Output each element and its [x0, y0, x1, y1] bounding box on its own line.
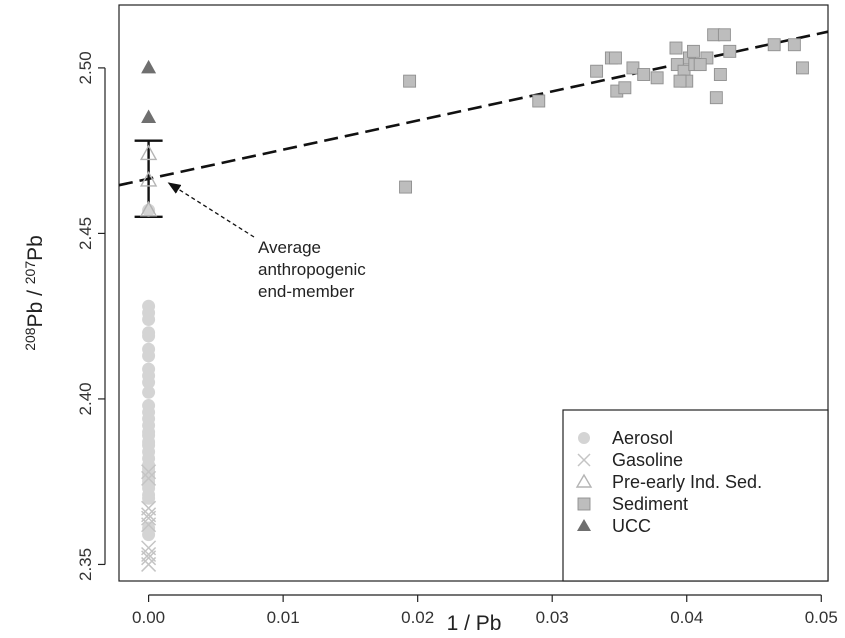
x-tick-label: 0.03 — [536, 608, 569, 627]
annotation-group: Average anthropogenic end-member — [167, 182, 366, 301]
aerosol-point — [142, 491, 156, 505]
gasoline-point — [141, 510, 157, 526]
gasoline-point — [141, 556, 157, 572]
sediment-point — [673, 74, 687, 88]
x-tick-label: 0.00 — [132, 608, 165, 627]
aerosol-point — [142, 312, 156, 326]
gasoline-stroke — [141, 556, 157, 572]
y-axis: 2.35 2.40 2.45 2.50 — [76, 51, 106, 581]
aerosol-point — [142, 528, 156, 542]
sediment-point — [693, 58, 707, 72]
data-points — [139, 28, 809, 572]
x-tick-label: 0.04 — [670, 608, 703, 627]
gasoline-point — [141, 470, 157, 486]
y-title-superscript: 207 — [22, 261, 38, 285]
aerosol-point — [142, 329, 156, 343]
legend-label: Gasoline — [612, 450, 683, 470]
sediment-point — [713, 68, 727, 81]
y-title-superscript: 208 — [22, 327, 38, 351]
legend-box — [562, 409, 829, 582]
legend-marker-pre-industrial — [575, 473, 593, 488]
sediment-point — [626, 61, 640, 75]
axis-titles: 1 / Pb 208Pb / 207Pb — [22, 235, 501, 635]
sediment-point — [795, 61, 809, 75]
pre-industrial-point — [139, 144, 158, 161]
aerosol-point — [142, 375, 156, 389]
sediment-point — [767, 38, 781, 52]
pre-industrial-point — [139, 171, 158, 187]
aerosol-point — [142, 385, 156, 399]
legend-label: Pre-early Ind. Sed. — [612, 472, 762, 492]
sediment-point — [687, 44, 700, 58]
gasoline-point — [141, 550, 157, 566]
ucc-point — [141, 109, 157, 124]
sediment-point — [707, 28, 721, 42]
legend-marker-ucc — [577, 519, 591, 531]
sediment-point — [669, 41, 683, 55]
sediment-point — [532, 94, 546, 108]
regression-line-group — [118, 30, 829, 187]
gasoline-point — [141, 517, 157, 533]
x-tick-label: 0.02 — [401, 608, 434, 627]
sediment-point — [637, 68, 651, 81]
sediment-point — [723, 44, 737, 58]
sediment-point — [590, 64, 604, 78]
y-tick-label: 2.40 — [76, 382, 95, 415]
aerosol-point — [142, 349, 156, 363]
y-axis-title: 208Pb / 207Pb — [22, 235, 47, 351]
annotation-arrow — [167, 182, 255, 238]
y-title-part: Pb — [24, 235, 47, 261]
sediment-point — [717, 28, 731, 42]
plot-area — [118, 4, 829, 582]
legend-sediment-symbol — [577, 497, 591, 511]
gasoline-stroke — [141, 550, 157, 566]
legend-marker-gasoline — [577, 453, 591, 467]
legend-label: UCC — [612, 516, 651, 536]
annotation-text-line: anthropogenic — [258, 260, 366, 279]
sediment-point — [650, 71, 664, 85]
y-tick-label: 2.50 — [76, 51, 95, 84]
plot-frame — [118, 4, 829, 582]
y-title-part: Pb / — [24, 284, 47, 327]
regression-line — [118, 30, 829, 187]
sediment-point — [709, 91, 723, 105]
x-axis: 0.00 0.01 0.02 0.03 0.04 0.05 — [132, 594, 838, 627]
annotation-text-line: Average — [258, 238, 321, 257]
ucc-point — [141, 59, 157, 74]
gasoline-stroke — [141, 464, 157, 480]
legend-label: Aerosol — [612, 428, 673, 448]
sediment-point — [618, 81, 632, 95]
y-tick-label: 2.35 — [76, 548, 95, 581]
legend-marker-aerosol — [578, 432, 590, 444]
y-tick-label: 2.45 — [76, 217, 95, 250]
x-axis-title: 1 / Pb — [447, 612, 502, 635]
gasoline-stroke — [141, 517, 157, 533]
gasoline-stroke — [141, 470, 157, 486]
legend-marker-sediment — [577, 497, 591, 511]
legend-label: Sediment — [612, 494, 688, 514]
sediment-point — [403, 74, 417, 88]
legend-ucc-symbol — [577, 519, 591, 531]
sediment-point — [608, 51, 622, 65]
sediment-point — [787, 38, 801, 52]
legend-gasoline-stroke — [577, 453, 591, 467]
x-tick-label: 0.01 — [267, 608, 300, 627]
annotation-text-line: end-member — [258, 282, 355, 301]
gasoline-stroke — [141, 510, 157, 526]
x-tick-label: 0.05 — [805, 608, 838, 627]
legend-aerosol-symbol — [578, 432, 590, 444]
gasoline-point — [141, 464, 157, 480]
legend-pre-industrial-symbol — [575, 473, 593, 488]
pre-industrial-point — [139, 200, 158, 217]
sediment-point — [399, 180, 413, 194]
